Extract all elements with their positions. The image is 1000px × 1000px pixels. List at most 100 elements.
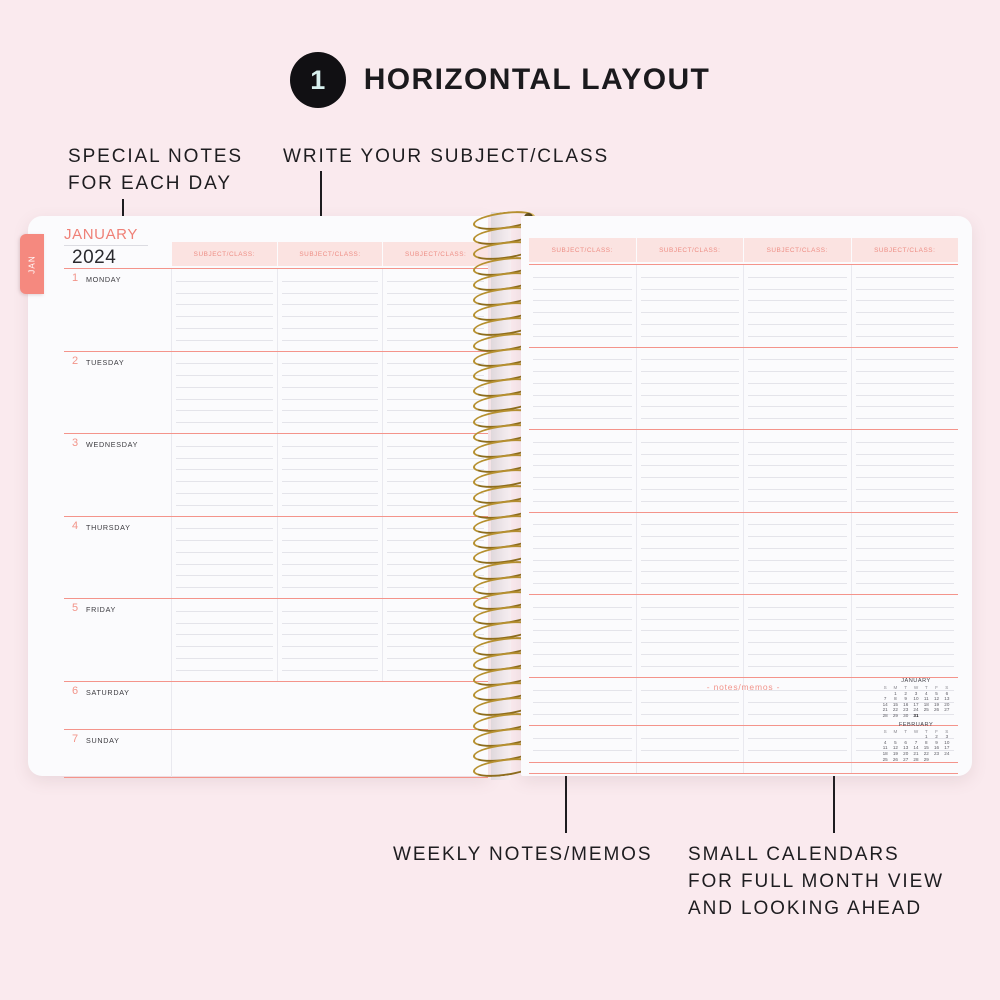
day-entry-cell[interactable]	[852, 265, 959, 347]
subject-class-header-cell[interactable]: SUBJECT/CLASS:	[744, 238, 852, 262]
mini-calendar-day[interactable]: 16	[903, 701, 909, 707]
day-row[interactable]	[529, 677, 959, 726]
day-entry-cell[interactable]	[529, 595, 637, 677]
day-row[interactable]	[529, 265, 958, 348]
mini-calendar-day[interactable]: 4	[925, 690, 928, 696]
mini-calendar-day[interactable]: 17	[913, 701, 919, 707]
day-entry-cell[interactable]	[637, 677, 744, 725]
mini-calendar-day[interactable]: 28	[882, 712, 888, 718]
mini-calendar-day[interactable]: 19	[892, 750, 898, 756]
mini-calendar-day[interactable]: 21	[913, 750, 919, 756]
day-entry-cell[interactable]	[172, 516, 278, 598]
day-entry-cell[interactable]	[852, 348, 959, 430]
mini-calendar-day[interactable]: 30	[903, 712, 909, 718]
day-entry-cell[interactable]	[383, 517, 488, 599]
day-row[interactable]: 4 THURSDAY	[64, 516, 488, 599]
day-entry-cell[interactable]	[172, 269, 278, 351]
day-entry-cell[interactable]	[852, 513, 959, 595]
mini-calendar-day[interactable]: 2	[904, 690, 907, 696]
day-row[interactable]: 3 WEDNESDAY	[64, 434, 488, 517]
mini-calendar-day[interactable]: 23	[903, 707, 909, 713]
day-entry-cell[interactable]	[744, 512, 852, 594]
subject-class-header-cell[interactable]: SUBJECT/CLASS:	[529, 238, 637, 262]
day-row[interactable]: 1 MONDAY	[64, 269, 488, 352]
mini-calendar-day[interactable]: 9	[935, 739, 938, 745]
mini-calendar-day[interactable]: 25	[923, 707, 929, 713]
mini-calendar-day[interactable]: 6	[945, 690, 949, 696]
day-entry-cell[interactable]	[529, 430, 637, 512]
day-entry-cell[interactable]	[637, 430, 744, 512]
day-entry-cell[interactable]	[637, 265, 744, 347]
mini-calendar-day[interactable]: 2	[935, 734, 938, 740]
day-row[interactable]	[529, 512, 959, 595]
subject-class-header-cell[interactable]: SUBJECT/CLASS:	[278, 242, 384, 266]
mini-calendar-day[interactable]	[942, 757, 952, 763]
mini-calendar-day[interactable]: 9	[904, 696, 907, 702]
mini-calendar-day[interactable]: 3	[914, 690, 918, 696]
day-row[interactable]	[529, 595, 958, 678]
mini-calendar-day[interactable]: 29	[892, 712, 898, 718]
mini-calendar-day[interactable]: 21	[882, 707, 888, 713]
day-entry-cell[interactable]	[637, 347, 744, 429]
mini-calendar-day[interactable]: 6	[904, 739, 907, 745]
mini-calendar-day[interactable]: 27	[903, 756, 909, 762]
mini-calendar-day[interactable]: 18	[882, 750, 888, 756]
day-entry-cell[interactable]	[278, 351, 384, 433]
day-entry-cell[interactable]	[529, 265, 637, 347]
day-entry-cell[interactable]	[529, 677, 637, 725]
day-entry-cell[interactable]	[637, 595, 744, 677]
mini-calendar-day[interactable]: 11	[923, 696, 929, 702]
day-entry-cell[interactable]	[744, 430, 852, 512]
mini-calendar-day[interactable]: 15	[923, 745, 929, 751]
month-tab-jan[interactable]: JAN	[20, 234, 44, 294]
day-entry-cell[interactable]	[529, 347, 637, 429]
mini-calendar-day[interactable]	[921, 713, 931, 719]
day-entry-cell[interactable]	[383, 352, 488, 434]
day-entry-cell[interactable]	[383, 434, 488, 516]
mini-calendar-day[interactable]: 14	[882, 701, 888, 707]
day-row[interactable]	[529, 430, 958, 513]
day-row[interactable]	[529, 347, 959, 430]
day-entry-cell[interactable]	[744, 677, 852, 725]
mini-calendar-day[interactable]: 26	[892, 756, 898, 762]
mini-calendar-day[interactable]: 5	[935, 690, 938, 696]
mini-calendar-day[interactable]: 1	[894, 690, 897, 696]
mini-calendar-day[interactable]: 7	[914, 739, 918, 745]
day-entry-cell[interactable]	[278, 434, 384, 516]
mini-calendar-day[interactable]: 18	[923, 701, 929, 707]
mini-calendar-day[interactable]: 13	[903, 745, 909, 751]
mini-calendar-day[interactable]: 31	[913, 712, 919, 718]
day-row[interactable]: 6 SATURDAY	[64, 681, 488, 730]
mini-calendar-day[interactable]: 12	[892, 745, 898, 751]
mini-calendar-day[interactable]: 22	[923, 750, 929, 756]
notes-memos-section[interactable]: - notes/memos - JANUARY S M T W T F S 1 2 3 4 5 6 7 8 9 1…	[529, 676, 958, 763]
subject-class-header-cell[interactable]: SUBJECT/CLASS:	[172, 242, 278, 266]
mini-calendar-day[interactable]	[931, 757, 941, 763]
mini-calendar-day[interactable]: 1	[925, 734, 928, 740]
day-entry-cell[interactable]	[852, 430, 959, 512]
day-entry-cell[interactable]	[172, 599, 278, 681]
day-entry-cell[interactable]	[529, 512, 637, 594]
mini-calendar-day[interactable]: 13	[944, 696, 950, 702]
day-entry-cell[interactable]	[278, 599, 384, 681]
mini-calendar-day[interactable]	[942, 713, 952, 719]
day-entry-cell[interactable]	[852, 678, 959, 725]
day-row[interactable]: 5 FRIDAY	[64, 599, 488, 682]
mini-calendar-day[interactable]: 3	[945, 734, 949, 740]
day-entry-cell[interactable]	[383, 269, 488, 351]
mini-calendar-day[interactable]: 11	[882, 745, 888, 751]
day-entry-cell[interactable]	[744, 595, 852, 677]
mini-calendar-day[interactable]: 24	[913, 707, 919, 713]
day-entry-cell[interactable]	[852, 595, 959, 677]
day-entry-cell[interactable]	[383, 599, 488, 681]
mini-calendar-day[interactable]: 17	[944, 745, 950, 751]
day-entry-cell[interactable]	[172, 351, 278, 433]
mini-calendar-day[interactable]: 7	[883, 696, 887, 702]
mini-calendar-day[interactable]: 16	[934, 745, 940, 751]
mini-calendar-day[interactable]: 25	[882, 756, 888, 762]
subject-class-header-cell[interactable]: SUBJECT/CLASS:	[383, 242, 488, 266]
subject-class-header-cell[interactable]: SUBJECT/CLASS:	[637, 238, 744, 262]
mini-calendar-day[interactable]	[931, 713, 941, 719]
mini-calendar-day[interactable]: 20	[944, 701, 950, 707]
day-entry-cell[interactable]	[744, 265, 852, 347]
